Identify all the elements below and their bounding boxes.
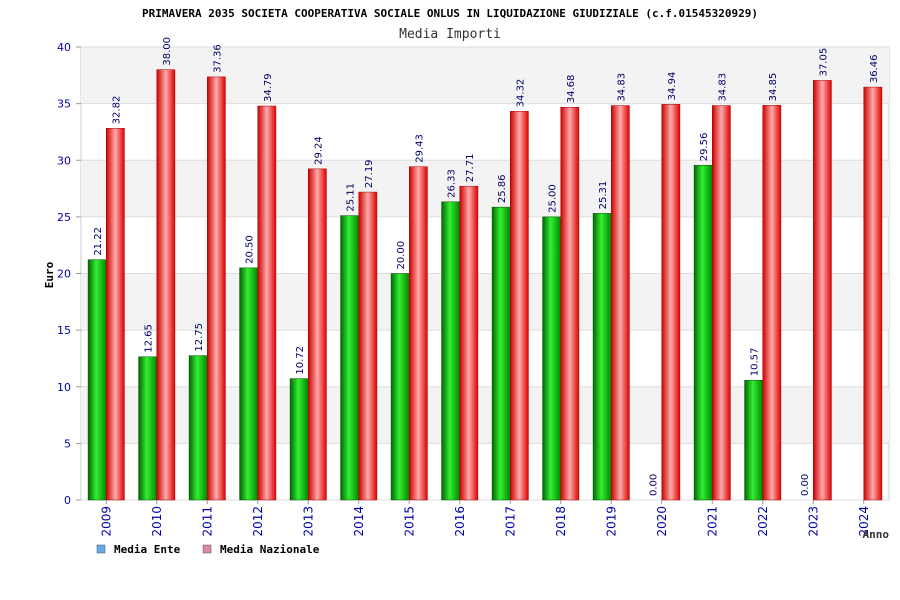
chart-subtitle: Media Importi — [399, 27, 501, 42]
data-label: 25.11 — [346, 183, 357, 212]
bar-media-ente-2010 — [138, 356, 158, 501]
data-label: 36.46 — [869, 54, 880, 83]
data-label: 34.94 — [667, 72, 678, 101]
bar-media-ente-2014 — [340, 215, 360, 501]
bar-media-nazionale-2017 — [510, 111, 529, 501]
bar-media-nazionale-2014 — [358, 191, 378, 501]
bar-media-ente-2017 — [491, 206, 511, 501]
y-tick-label: 40 — [57, 41, 71, 54]
bar-media-ente-2013 — [289, 378, 309, 501]
bar-media-nazionale-2016 — [459, 185, 479, 501]
bar-media-ente-2011 — [188, 355, 208, 501]
x-tick-label: 2016 — [453, 506, 467, 537]
data-label: 0.00 — [800, 474, 811, 496]
y-axis-ticks: 0 5 10 15 20 25 30 35 40 — [57, 41, 71, 507]
bar-media-nazionale-2021 — [712, 105, 731, 501]
x-tick-label: 2018 — [554, 506, 568, 537]
x-tick-label: 2017 — [503, 506, 517, 537]
data-label: 38.00 — [162, 37, 173, 66]
legend-label-media-nazionale: Media Nazionale — [220, 543, 320, 556]
data-label: 27.71 — [465, 154, 476, 183]
data-label: 27.19 — [364, 159, 375, 188]
y-tick-label: 30 — [57, 154, 71, 167]
y-tick-label: 35 — [57, 98, 71, 111]
x-tick-label: 2019 — [604, 506, 618, 537]
data-label: 34.83 — [616, 73, 627, 102]
x-axis-label: Anno — [863, 528, 890, 541]
x-tick-label: 2020 — [655, 506, 669, 537]
data-label: 29.56 — [699, 133, 710, 162]
x-axis-ticks: 2009 2010 2011 2012 2013 2014 2015 2016 2017 2018… — [99, 500, 871, 537]
data-label: 29.43 — [414, 134, 425, 163]
data-label: 29.24 — [313, 136, 324, 165]
y-tick-label: 0 — [64, 494, 71, 507]
bar-media-ente-2009 — [87, 259, 107, 501]
x-tick-label: 2010 — [150, 506, 164, 537]
data-label: 32.82 — [111, 96, 122, 125]
data-label: 10.72 — [295, 346, 306, 375]
x-tick-label: 2014 — [352, 506, 366, 537]
x-tick-label: 2013 — [301, 506, 315, 537]
data-label: 12.65 — [144, 324, 155, 353]
x-tick-label: 2012 — [251, 506, 265, 537]
data-label: 21.22 — [93, 227, 104, 256]
legend-swatch-media-nazionale — [202, 544, 212, 554]
bars — [87, 69, 883, 501]
legend: Media Ente Media Nazionale — [96, 543, 320, 556]
bar-media-ente-2016 — [441, 201, 461, 501]
bar-media-nazionale-2020 — [661, 104, 681, 501]
bar-media-ente-2019 — [592, 213, 612, 501]
y-axis-label: Euro — [43, 261, 56, 288]
data-label: 34.83 — [717, 73, 728, 102]
y-tick-label: 5 — [64, 437, 71, 450]
x-tick-label: 2021 — [705, 506, 719, 537]
data-label: 26.33 — [447, 169, 458, 198]
chart-title: PRIMAVERA 2035 SOCIETA COOPERATIVA SOCIA… — [142, 7, 758, 20]
legend-label-media-ente: Media Ente — [114, 543, 181, 556]
x-tick-label: 2022 — [756, 506, 770, 537]
data-labels: 21.22 32.82 12.65 38.00 12.75 37.36 20.50 34.79… — [93, 37, 880, 496]
bar-media-ente-2022 — [744, 380, 764, 501]
data-label: 25.86 — [497, 174, 508, 203]
x-tick-label: 2011 — [200, 506, 214, 537]
x-tick-label: 2015 — [402, 506, 416, 537]
y-tick-label: 25 — [57, 211, 71, 224]
bar-media-nazionale-2009 — [106, 128, 125, 501]
bar-media-nazionale-2019 — [611, 105, 630, 501]
data-label: 34.79 — [263, 73, 274, 102]
data-label: 34.68 — [566, 75, 577, 104]
x-tick-label: 2024 — [857, 506, 871, 537]
bar-media-nazionale-2011 — [207, 76, 226, 501]
data-label: 37.05 — [818, 48, 829, 77]
bar-media-nazionale-2012 — [257, 105, 277, 501]
data-label: 25.00 — [548, 184, 559, 213]
data-label: 34.32 — [515, 79, 526, 108]
bar-media-nazionale-2015 — [409, 166, 428, 501]
data-label: 12.75 — [194, 323, 205, 352]
y-tick-label: 15 — [57, 324, 71, 337]
legend-swatch-media-ente — [96, 544, 106, 554]
data-label: 10.57 — [750, 348, 761, 377]
bar-media-nazionale-2023 — [813, 80, 832, 501]
bar-media-nazionale-2013 — [308, 168, 327, 501]
bar-media-nazionale-2022 — [762, 105, 782, 501]
data-label: 25.31 — [598, 181, 609, 210]
bar-media-nazionale-2018 — [560, 106, 580, 501]
bar-media-ente-2012 — [239, 267, 259, 501]
bar-media-ente-2018 — [542, 216, 562, 501]
bar-media-nazionale-2010 — [156, 69, 176, 501]
data-label: 34.85 — [768, 73, 779, 102]
bar-media-ente-2015 — [390, 273, 410, 501]
data-label: 20.00 — [396, 241, 407, 270]
bar-media-nazionale-2024 — [863, 86, 883, 501]
x-tick-label: 2023 — [806, 506, 820, 537]
data-label: 0.00 — [649, 474, 660, 496]
x-tick-label: 2009 — [99, 506, 113, 537]
bar-media-ente-2021 — [693, 164, 713, 501]
data-label: 37.36 — [212, 44, 223, 73]
y-tick-label: 20 — [57, 268, 71, 281]
data-label: 20.50 — [245, 235, 256, 264]
y-tick-label: 10 — [57, 381, 71, 394]
